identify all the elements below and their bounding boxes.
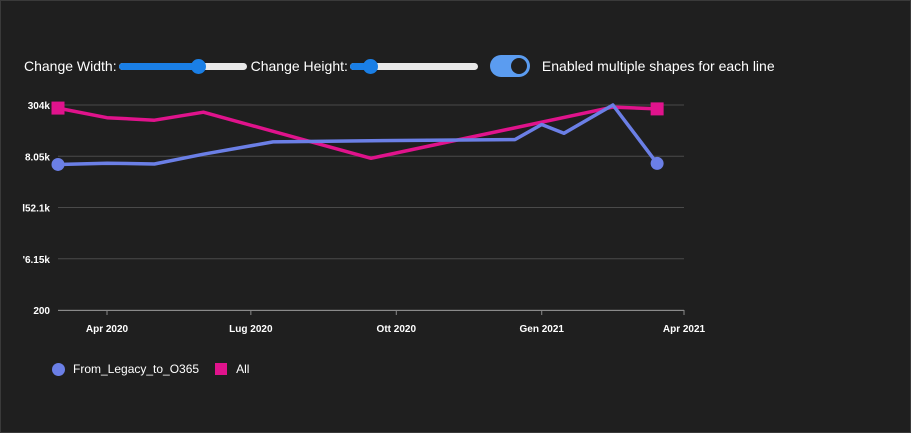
chart-controls: Change Width: Change Height: Enabled mul… bbox=[24, 52, 775, 80]
slider-fill bbox=[349, 63, 371, 70]
legend-label: From_Legacy_to_O365 bbox=[73, 362, 200, 376]
change-width-label: Change Width: bbox=[24, 58, 117, 74]
y-tick-label: 304k bbox=[28, 101, 51, 112]
series-line-from-legacy-to-o365 bbox=[56, 103, 659, 167]
slider-fill bbox=[118, 63, 198, 70]
slider-thumb[interactable] bbox=[363, 59, 379, 74]
legend-swatch bbox=[215, 363, 228, 375]
toggle-knob bbox=[510, 58, 527, 74]
slider-track bbox=[349, 63, 478, 70]
data-point-marker bbox=[650, 156, 664, 170]
y-tick-label: l52.1k bbox=[22, 204, 50, 215]
x-tick-label: Gen 2021 bbox=[519, 324, 564, 335]
change-height-label: Change Height: bbox=[250, 58, 348, 74]
slider-thumb[interactable] bbox=[190, 59, 206, 74]
data-point-marker bbox=[650, 102, 664, 116]
legend-swatch bbox=[52, 362, 65, 376]
y-tick-label: 200 bbox=[33, 306, 50, 317]
change-height-slider[interactable] bbox=[349, 52, 478, 80]
x-tick-label: Lug 2020 bbox=[229, 324, 273, 335]
multiple-shapes-label: Enabled multiple shapes for each line bbox=[541, 58, 775, 74]
y-tick-label: '6.15k bbox=[23, 255, 51, 266]
y-tick-label: 8.05k bbox=[25, 152, 50, 163]
x-tick-label: Apr 2020 bbox=[86, 324, 129, 335]
x-tick-label: Apr 2021 bbox=[663, 324, 706, 335]
change-width-slider[interactable] bbox=[118, 52, 247, 80]
legend-item[interactable]: All bbox=[215, 362, 249, 376]
legend-item[interactable]: From_Legacy_to_O365 bbox=[52, 362, 199, 376]
data-point-marker bbox=[51, 101, 65, 115]
legend-label: All bbox=[236, 362, 250, 376]
data-point-marker bbox=[51, 157, 65, 171]
x-tick-label: Ott 2020 bbox=[377, 324, 417, 335]
multiple-shapes-toggle[interactable] bbox=[489, 55, 530, 77]
chart-legend: From_Legacy_to_O365 All bbox=[52, 362, 265, 376]
